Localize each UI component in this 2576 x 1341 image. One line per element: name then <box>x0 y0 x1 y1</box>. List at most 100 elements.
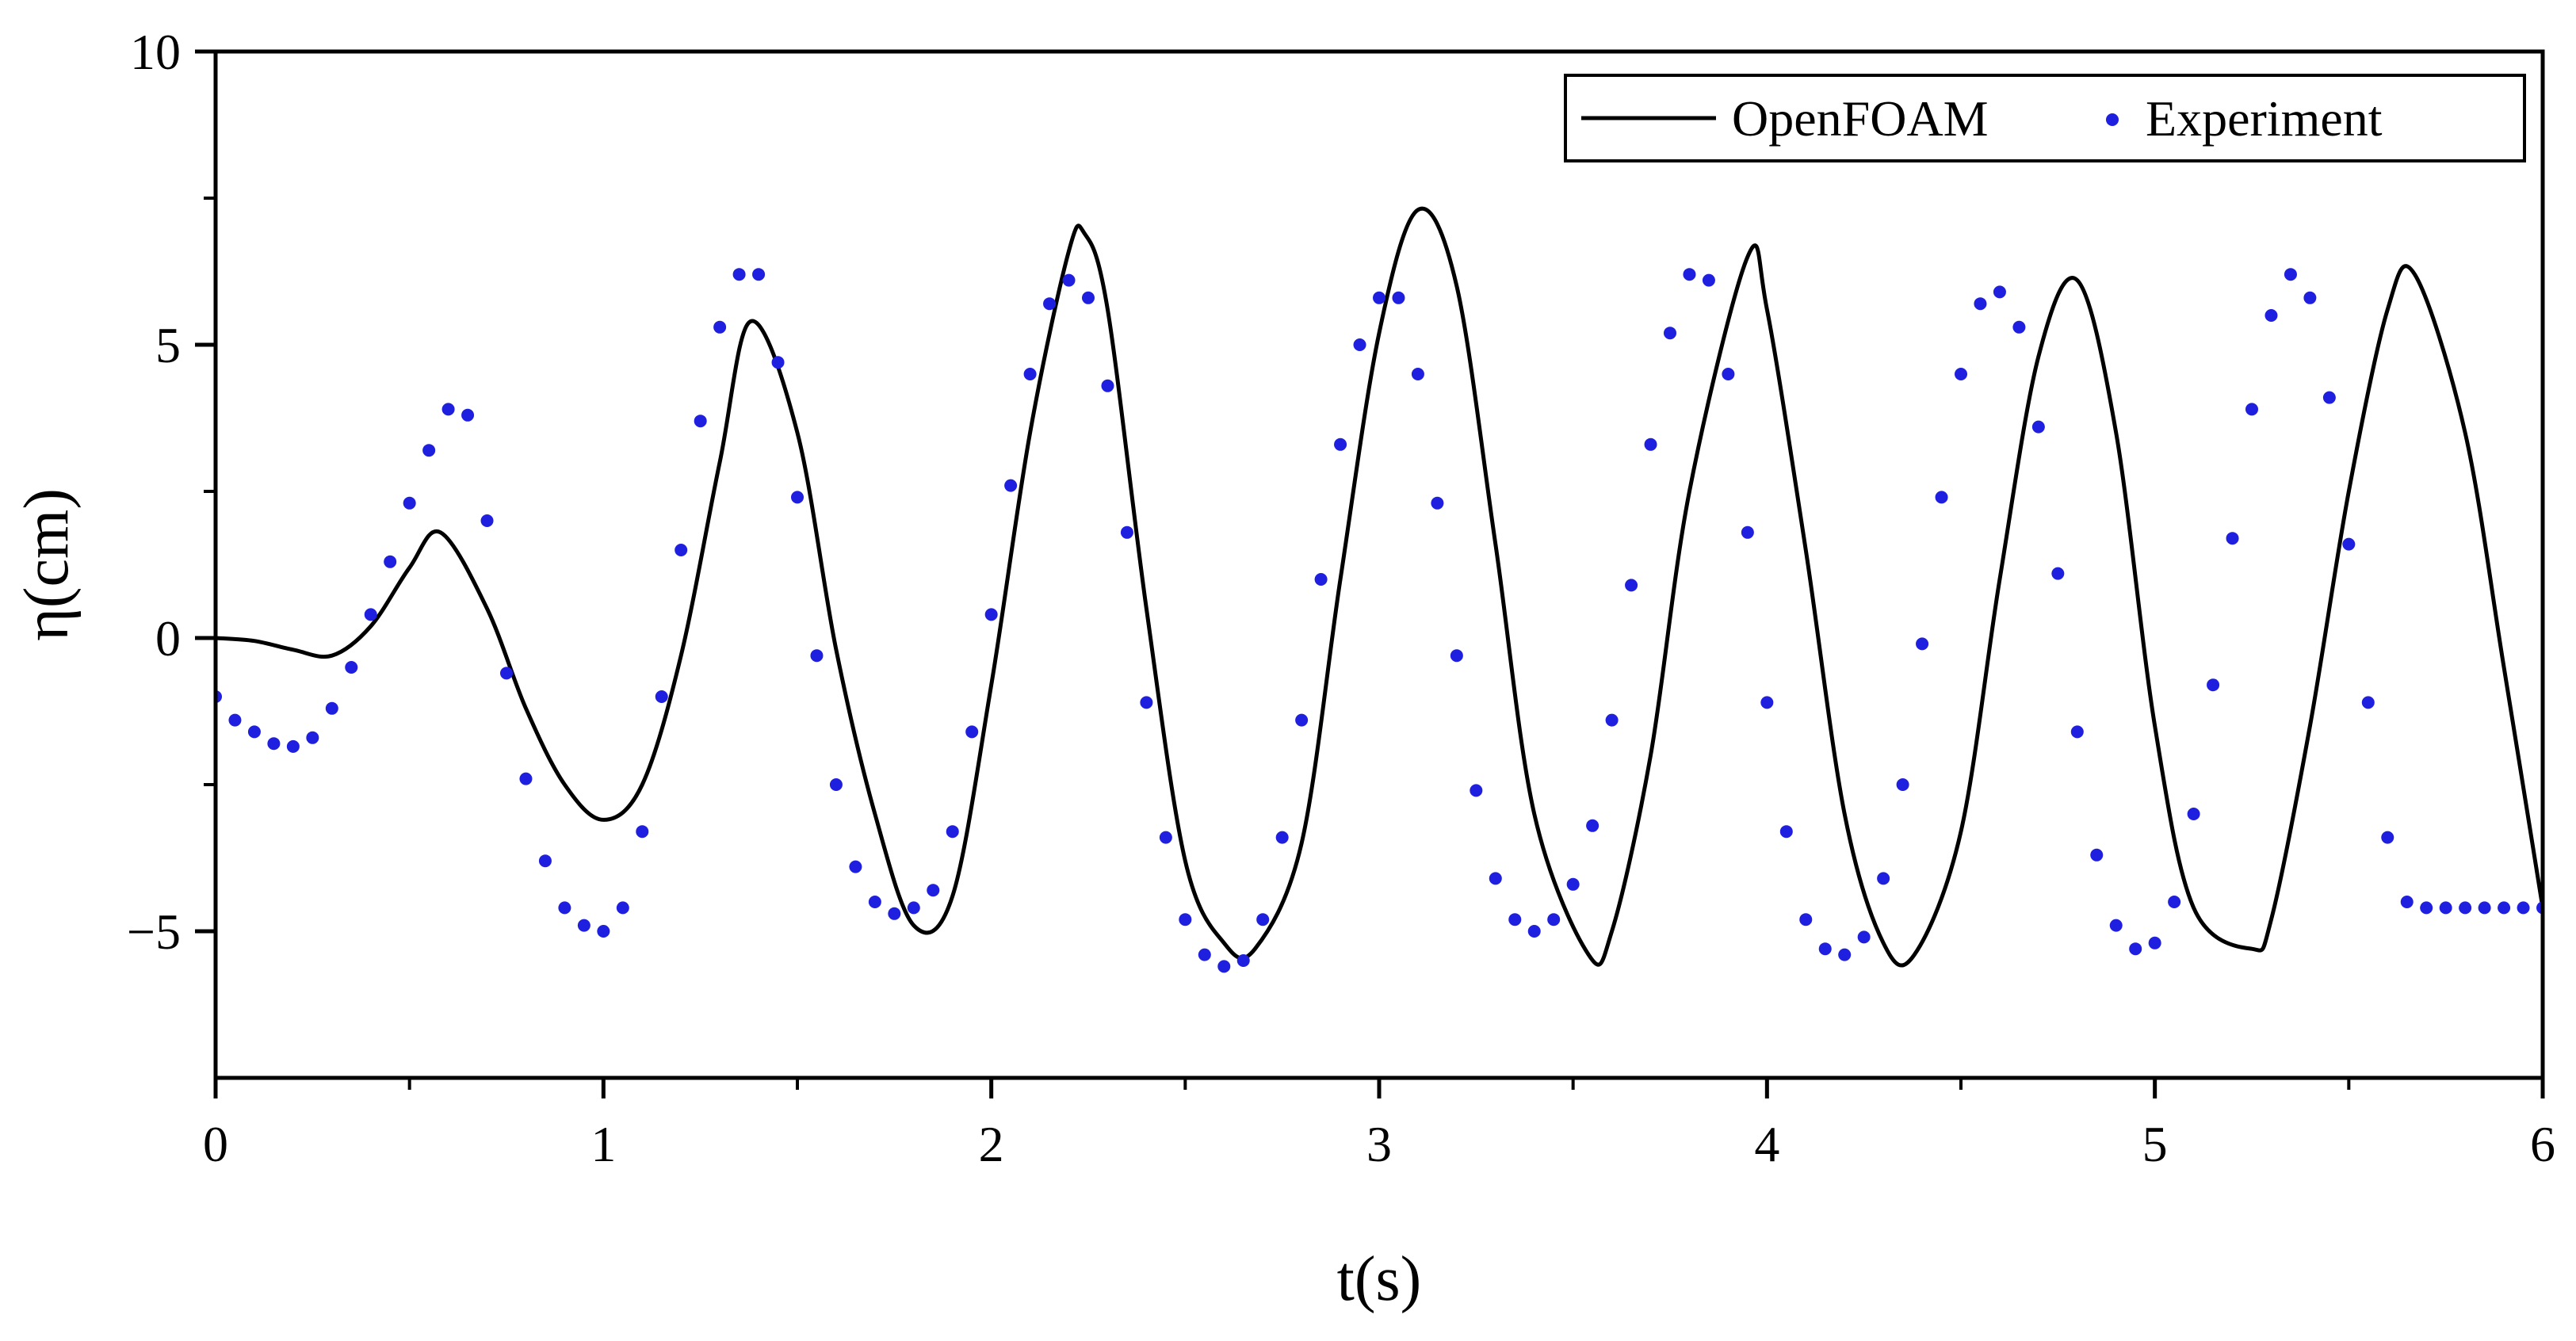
data-point-experiment <box>1877 872 1890 885</box>
data-point-experiment <box>1838 948 1852 961</box>
x-tick-label: 5 <box>2142 1116 2168 1172</box>
x-tick-label: 2 <box>979 1116 1004 1172</box>
legend-dot-sample <box>2106 113 2119 126</box>
data-point-experiment <box>907 901 920 915</box>
data-point-experiment <box>1489 872 1502 885</box>
data-point-experiment <box>364 608 377 621</box>
data-point-experiment <box>2226 532 2239 545</box>
data-point-experiment <box>1605 713 1619 727</box>
data-point-experiment <box>752 268 766 281</box>
data-point-experiment <box>1683 268 1696 281</box>
x-tick-label: 1 <box>590 1116 616 1172</box>
data-point-experiment <box>403 496 416 510</box>
data-point-experiment <box>1625 579 1638 592</box>
data-point-experiment <box>1314 573 1328 586</box>
data-point-experiment <box>1993 285 2006 299</box>
y-tick-label: 10 <box>130 24 181 80</box>
data-point-experiment <box>829 778 843 791</box>
data-point-experiment <box>655 690 668 703</box>
data-point-experiment <box>1644 437 1657 451</box>
data-point-experiment <box>1741 525 1754 539</box>
data-point-experiment <box>2168 896 2181 908</box>
data-point-experiment <box>2245 403 2258 416</box>
data-point-experiment <box>1101 379 1114 392</box>
data-point-experiment <box>2051 567 2065 580</box>
data-point-experiment <box>984 608 998 621</box>
data-point-experiment <box>1974 297 1987 311</box>
data-point-experiment <box>1664 327 1676 340</box>
data-point-experiment <box>2478 901 2491 915</box>
legend-label-openfoam: OpenFOAM <box>1732 90 1989 147</box>
data-point-experiment <box>228 713 242 727</box>
data-point-experiment <box>500 667 513 680</box>
data-point-experiment <box>2031 420 2045 434</box>
data-point-experiment <box>1508 913 1522 926</box>
data-point-experiment <box>888 907 901 920</box>
x-tick-label: 0 <box>203 1116 228 1172</box>
data-point-experiment <box>2265 309 2278 322</box>
data-point-experiment <box>2517 901 2530 915</box>
data-point-experiment <box>1062 273 1076 287</box>
data-point-experiment <box>1857 930 1871 944</box>
data-point-experiment <box>422 444 436 457</box>
data-point-experiment <box>2322 391 2336 404</box>
data-point-experiment <box>1236 954 1250 967</box>
data-point-experiment <box>1722 368 1735 380</box>
data-point-experiment <box>1082 291 1095 304</box>
data-point-experiment <box>1799 913 1813 926</box>
data-point-experiment <box>1935 491 1948 504</box>
data-point-experiment <box>1275 831 1289 844</box>
data-point-experiment <box>616 901 629 915</box>
x-axis-ticks: 0 1 2 3 4 5 6 <box>203 1078 2555 1172</box>
data-point-experiment <box>306 731 319 744</box>
data-point-experiment <box>441 403 455 416</box>
data-point-experiment <box>2012 320 2026 334</box>
data-point-experiment <box>2361 696 2375 709</box>
data-point-experiment <box>1450 649 1463 663</box>
x-tick-label: 6 <box>2530 1116 2555 1172</box>
data-point-experiment <box>1256 913 1270 926</box>
data-point-experiment <box>461 408 475 422</box>
data-point-experiment <box>1818 942 1832 956</box>
data-point-experiment <box>597 925 610 938</box>
data-point-experiment <box>1760 696 1774 709</box>
data-point-experiment <box>1566 877 1580 891</box>
data-point-experiment <box>1702 273 1715 287</box>
data-point-experiment <box>2439 901 2452 915</box>
data-point-experiment <box>519 772 533 785</box>
data-point-experiment <box>2207 678 2220 692</box>
y-axis-ticks: −5 0 5 10 <box>127 24 216 960</box>
data-point-experiment <box>713 320 727 334</box>
data-point-experiment <box>771 356 785 369</box>
data-point-experiment <box>1955 368 1967 380</box>
data-point-experiment <box>868 896 881 908</box>
data-point-experiment <box>1159 831 1172 844</box>
data-point-experiment <box>1217 960 1231 973</box>
legend-label-experiment: Experiment <box>2146 90 2383 147</box>
y-tick-label: 5 <box>155 317 181 373</box>
data-point-experiment <box>558 901 571 915</box>
data-point-experiment <box>480 514 494 527</box>
data-point-experiment <box>2284 268 2297 281</box>
data-point-experiment <box>1392 291 1405 304</box>
data-point-experiment <box>1179 913 1192 926</box>
data-point-experiment <box>1353 338 1366 351</box>
data-point-experiment <box>1916 637 1929 651</box>
data-point-experiment <box>384 555 397 568</box>
data-point-experiment <box>1004 479 1018 492</box>
series-line-openfoam <box>216 206 2543 968</box>
data-point-experiment <box>577 919 590 932</box>
data-point-experiment <box>849 860 862 873</box>
data-point-experiment <box>1295 713 1309 727</box>
data-point-experiment <box>2498 901 2511 915</box>
x-tick-label: 3 <box>1366 1116 1392 1172</box>
data-point-experiment <box>927 884 940 897</box>
data-point-experiment <box>247 725 261 739</box>
data-point-experiment <box>946 825 959 839</box>
data-point-experiment <box>2381 831 2394 844</box>
y-tick-label: 0 <box>155 610 181 667</box>
data-point-experiment <box>1431 496 1444 510</box>
data-point-experiment <box>1120 525 1133 539</box>
